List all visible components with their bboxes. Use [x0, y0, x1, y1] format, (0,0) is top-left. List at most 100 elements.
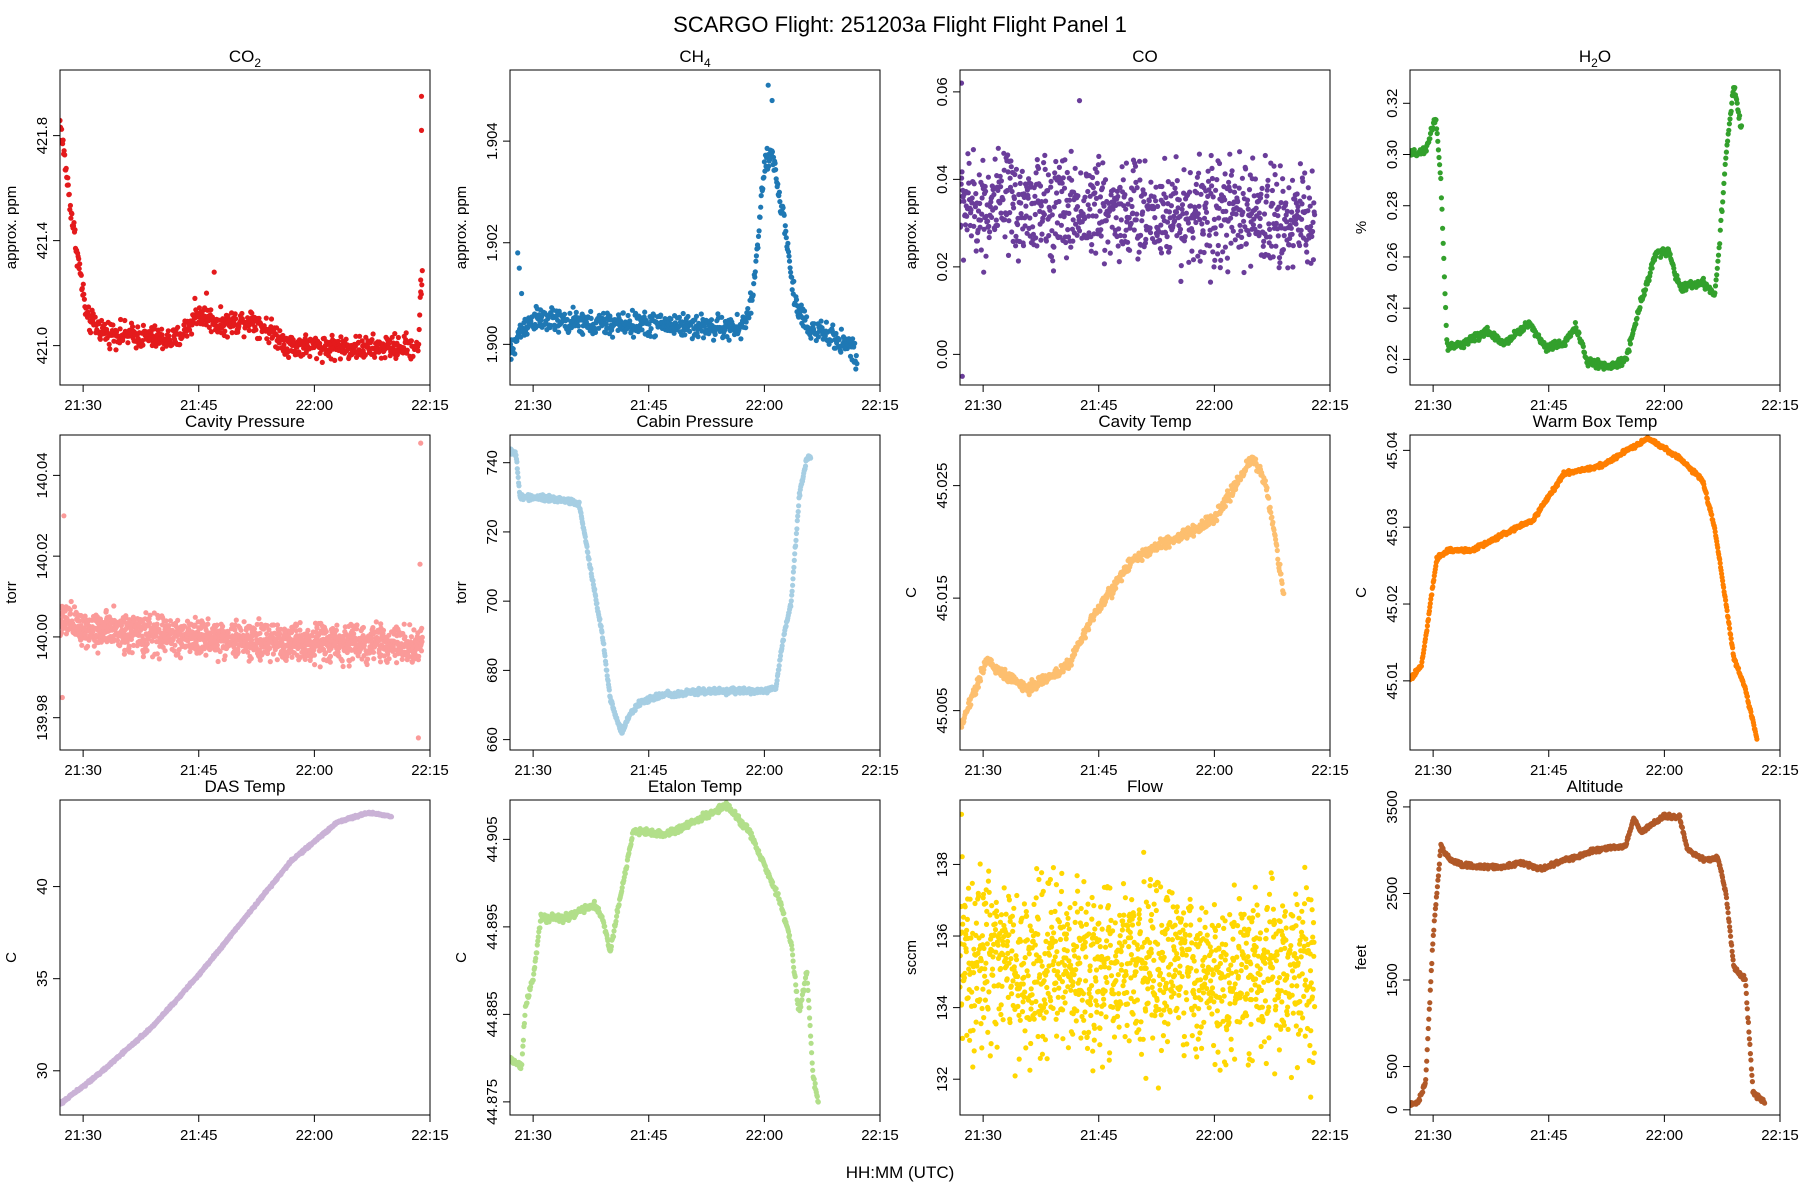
co-point — [1241, 218, 1247, 224]
co-point — [1168, 203, 1174, 209]
cavity-pressure-point — [241, 619, 247, 625]
cabin-pressure-point — [776, 663, 782, 669]
co-point — [1245, 206, 1251, 212]
ch4-point — [712, 331, 718, 337]
co-x-tick-label: 22:00 — [1196, 397, 1234, 414]
cabin-pressure-point — [584, 544, 590, 550]
co2-point — [76, 256, 82, 262]
co2-point — [329, 332, 335, 338]
co-point — [1174, 178, 1180, 184]
h2o-point — [1626, 348, 1632, 354]
co2-point — [61, 148, 67, 154]
co-point — [1023, 203, 1029, 209]
cavity-pressure-point — [192, 622, 198, 628]
co-point — [1305, 185, 1311, 191]
co2-point — [68, 215, 74, 221]
co-point — [1228, 240, 1234, 246]
cavity-pressure-point — [71, 604, 78, 610]
cavity-pressure-point — [350, 656, 356, 662]
cavity-pressure-y-tick-label: 140.00 — [34, 614, 51, 660]
h2o-title: H2O — [1579, 47, 1611, 70]
co-point — [1172, 185, 1178, 191]
cavity-pressure-point — [176, 647, 182, 653]
cabin-pressure-point — [516, 483, 522, 489]
ch4-point — [775, 181, 781, 187]
h2o-point — [1637, 305, 1643, 311]
co-point — [1153, 198, 1159, 204]
ch4-point — [749, 297, 755, 303]
h2o-y-tick-label: 0.28 — [1384, 191, 1401, 220]
co-y-tick-label: 0.06 — [934, 77, 951, 106]
ch4-point — [830, 322, 836, 328]
co-point — [1284, 219, 1290, 225]
co-point — [1017, 180, 1023, 186]
co-point — [968, 207, 974, 213]
co-point — [960, 222, 964, 228]
co-point — [992, 226, 998, 233]
ch4-point — [748, 310, 754, 316]
cabin-pressure-point — [606, 687, 612, 693]
ch4-point — [789, 274, 795, 280]
h2o-point — [1725, 138, 1731, 144]
h2o-point — [1713, 277, 1719, 283]
cavity-pressure-point — [334, 622, 340, 628]
h2o-point — [1441, 274, 1447, 280]
co-point — [1001, 150, 1007, 156]
cavity-pressure-point — [198, 649, 204, 655]
co-point — [1140, 187, 1146, 193]
co-point — [1123, 160, 1129, 166]
co-point — [1307, 203, 1313, 209]
co-point — [1209, 183, 1215, 189]
cabin-pressure-point — [793, 537, 799, 544]
co2-point — [125, 340, 131, 346]
co2-outlier-point — [211, 269, 217, 275]
co-y-tick-label: 0.02 — [934, 252, 951, 281]
cavity-pressure-point — [205, 616, 211, 622]
co-point — [1146, 198, 1152, 204]
cavity-pressure-point — [271, 622, 277, 628]
co-point — [1147, 230, 1154, 236]
h2o-point — [1634, 315, 1640, 321]
co-point — [1175, 205, 1181, 211]
ch4-point — [682, 332, 688, 338]
co2-point — [353, 333, 359, 339]
co-point — [1009, 188, 1015, 195]
cavity-pressure-point — [187, 648, 193, 655]
co2-point — [224, 334, 230, 340]
co2-point — [206, 324, 212, 330]
co2-point — [370, 331, 376, 337]
ch4-point — [556, 329, 562, 335]
cavity-pressure-point — [117, 643, 123, 649]
co-point — [1045, 188, 1051, 194]
ch4-point — [726, 337, 732, 343]
h2o-y-tick-label: 0.30 — [1384, 140, 1401, 169]
co-point — [1214, 177, 1220, 183]
co-point — [1007, 184, 1014, 190]
ch4-point — [588, 308, 594, 315]
h2o-point — [1724, 142, 1730, 148]
co-point — [1285, 265, 1291, 271]
h2o-point — [1714, 272, 1720, 278]
co-outlier-point — [1076, 98, 1083, 104]
co-point — [1229, 224, 1235, 230]
co-point — [1224, 255, 1230, 261]
co-point — [1043, 198, 1049, 204]
cavity-pressure-point — [248, 655, 254, 662]
ch4-point — [783, 228, 789, 234]
cabin-pressure-point — [774, 677, 780, 684]
co-point — [1056, 164, 1062, 170]
cavity-pressure-x-tick-label: 22:00 — [296, 762, 334, 779]
cabin-pressure-point — [783, 623, 789, 629]
ch4-point — [777, 199, 783, 205]
co-point — [1005, 152, 1011, 158]
co2-point — [249, 310, 255, 316]
co-point — [1047, 207, 1053, 213]
ch4-point — [787, 265, 793, 271]
co2-plot-frame — [59, 69, 431, 386]
co-point — [1013, 233, 1019, 239]
cabin-pressure-point — [604, 667, 610, 673]
co-point — [1244, 197, 1251, 203]
co-point — [1265, 183, 1271, 189]
co-point — [1290, 264, 1296, 270]
co2-point — [97, 336, 103, 342]
